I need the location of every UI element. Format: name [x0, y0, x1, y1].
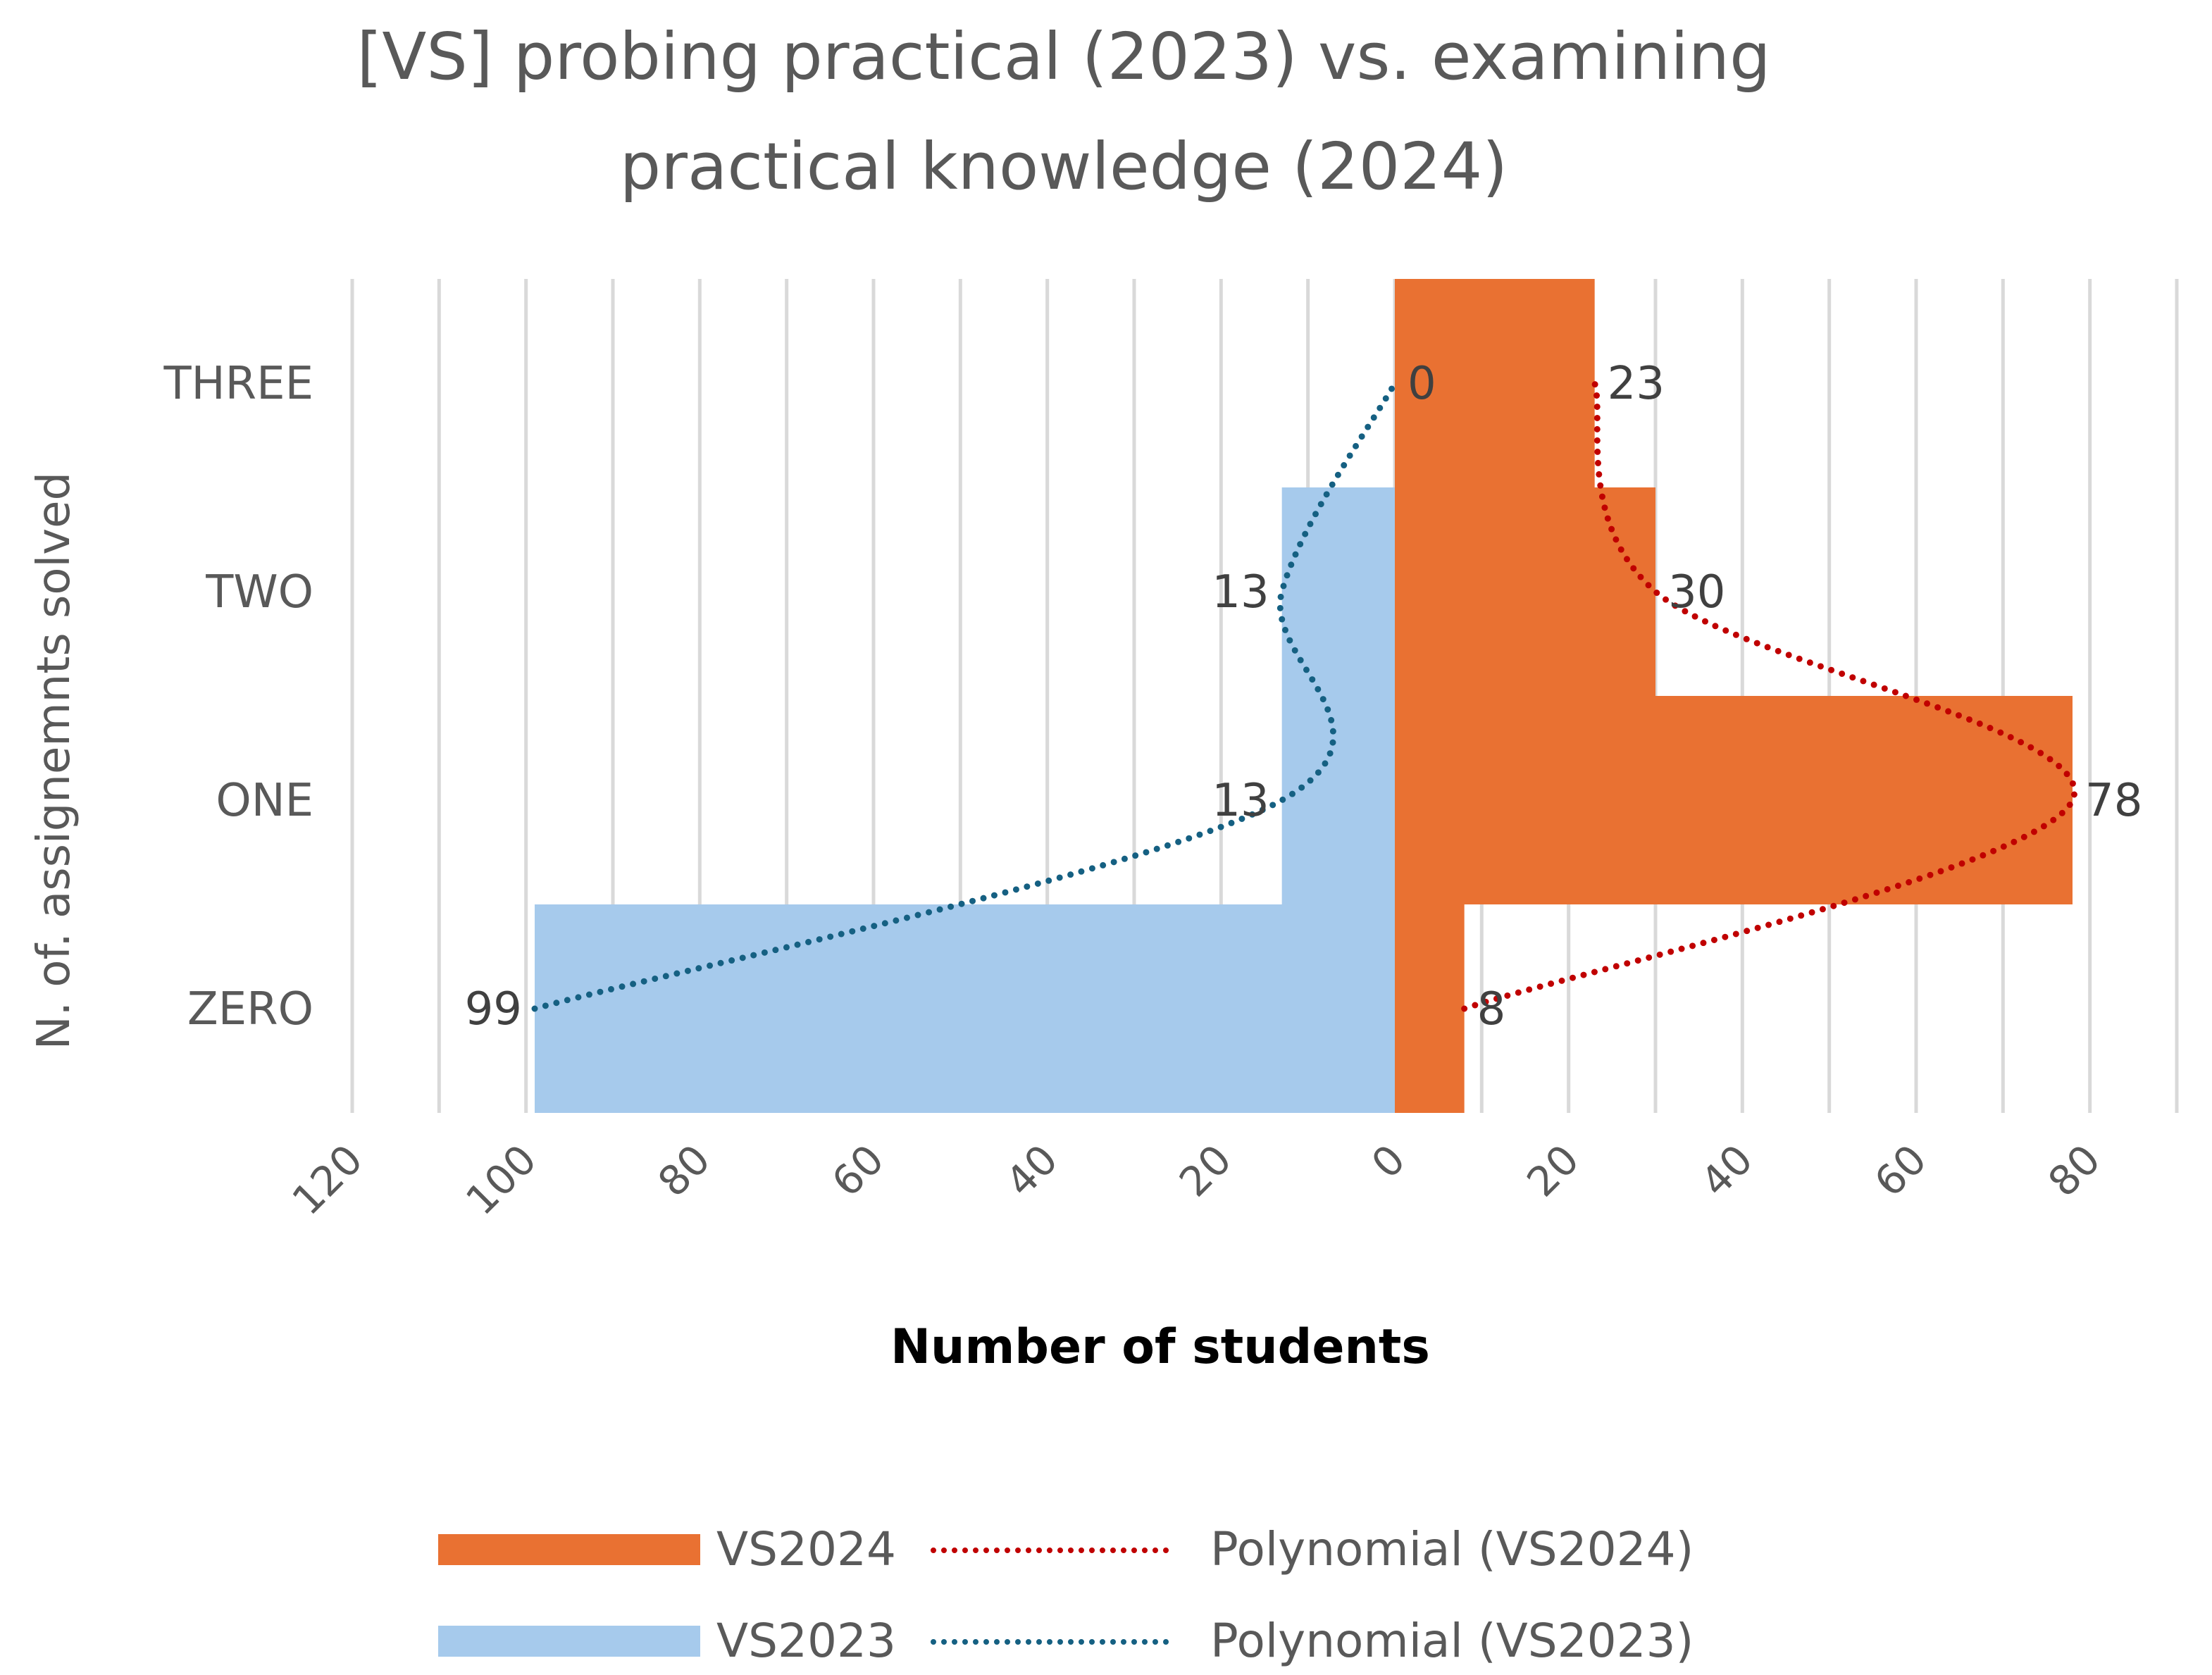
chart-title: [VS] probing practical (2023) vs. examin… — [357, 19, 1771, 204]
legend-label-vs2023: VS2023 — [716, 1614, 896, 1668]
legend-label-polynomial-vs2024: Polynomial (VS2024) — [1210, 1522, 1694, 1576]
data-label-vs2024-three: 23 — [1608, 358, 1665, 410]
bar-vs2023-zero — [535, 904, 1395, 1113]
x-tick-label: 20 — [1170, 1135, 1241, 1206]
legend: VS2024 Polynomial (VS2024) VS2023 Polyno… — [438, 1522, 1694, 1668]
data-label-vs2023-two: 13 — [1212, 566, 1269, 618]
legend-label-polynomial-vs2023: Polynomial (VS2023) — [1210, 1614, 1694, 1668]
y-axis-label: N. of. assignemnts solved — [28, 472, 80, 1050]
x-tick-label: 120 — [283, 1135, 372, 1224]
trendline-vs2023 — [531, 380, 1398, 1012]
x-tick-label: 40 — [996, 1135, 1067, 1206]
x-tick-label: 0 — [1362, 1135, 1415, 1188]
x-tick-labels: 120 100 80 60 40 20 0 20 40 60 80 — [283, 1135, 2110, 1224]
bar-vs2023-one — [1281, 696, 1395, 904]
category-label: ZERO — [187, 983, 313, 1035]
data-label-vs2024-zero: 8 — [1477, 983, 1506, 1035]
x-tick-label: 80 — [649, 1135, 719, 1206]
data-label-vs2023-three: 0 — [1408, 358, 1436, 410]
x-tick-label: 60 — [1865, 1135, 1936, 1206]
bars — [535, 279, 2073, 1113]
data-label-vs2024-two: 30 — [1668, 566, 1725, 618]
bar-vs2024-three — [1395, 279, 1595, 487]
x-tick-label: 20 — [1517, 1135, 1588, 1206]
category-label: TWO — [205, 566, 313, 618]
data-label-vs2024-one: 78 — [2085, 775, 2142, 827]
bar-vs2024-two — [1395, 487, 1655, 696]
legend-swatch-vs2023 — [438, 1626, 700, 1657]
x-tick-label: 80 — [2039, 1135, 2109, 1206]
legend-swatch-vs2024 — [438, 1534, 700, 1565]
chart-title-line-2: practical knowledge (2024) — [620, 129, 1508, 204]
category-label: THREE — [163, 358, 313, 410]
bar-vs2023-two — [1281, 487, 1395, 696]
bar-vs2024-zero — [1395, 904, 1465, 1113]
x-tick-label: 40 — [1691, 1135, 1762, 1206]
category-label: ONE — [216, 775, 313, 827]
trendlines — [531, 380, 2078, 1012]
bar-vs2024-one — [1395, 696, 2073, 904]
legend-label-vs2024: VS2024 — [716, 1522, 896, 1576]
category-labels: ZERO ONE TWO THREE — [163, 358, 313, 1035]
x-tick-label: 60 — [823, 1135, 893, 1206]
x-tick-label: 100 — [456, 1135, 545, 1224]
chart-title-line-1: [VS] probing practical (2023) vs. examin… — [357, 19, 1771, 94]
x-axis-label: Number of students — [890, 1319, 1430, 1375]
data-labels: 8 78 30 23 99 13 13 0 — [465, 358, 2143, 1035]
data-label-vs2023-one: 13 — [1212, 775, 1269, 827]
trendline-vs2024 — [1461, 380, 2078, 1012]
data-label-vs2023-zero: 99 — [465, 983, 522, 1035]
